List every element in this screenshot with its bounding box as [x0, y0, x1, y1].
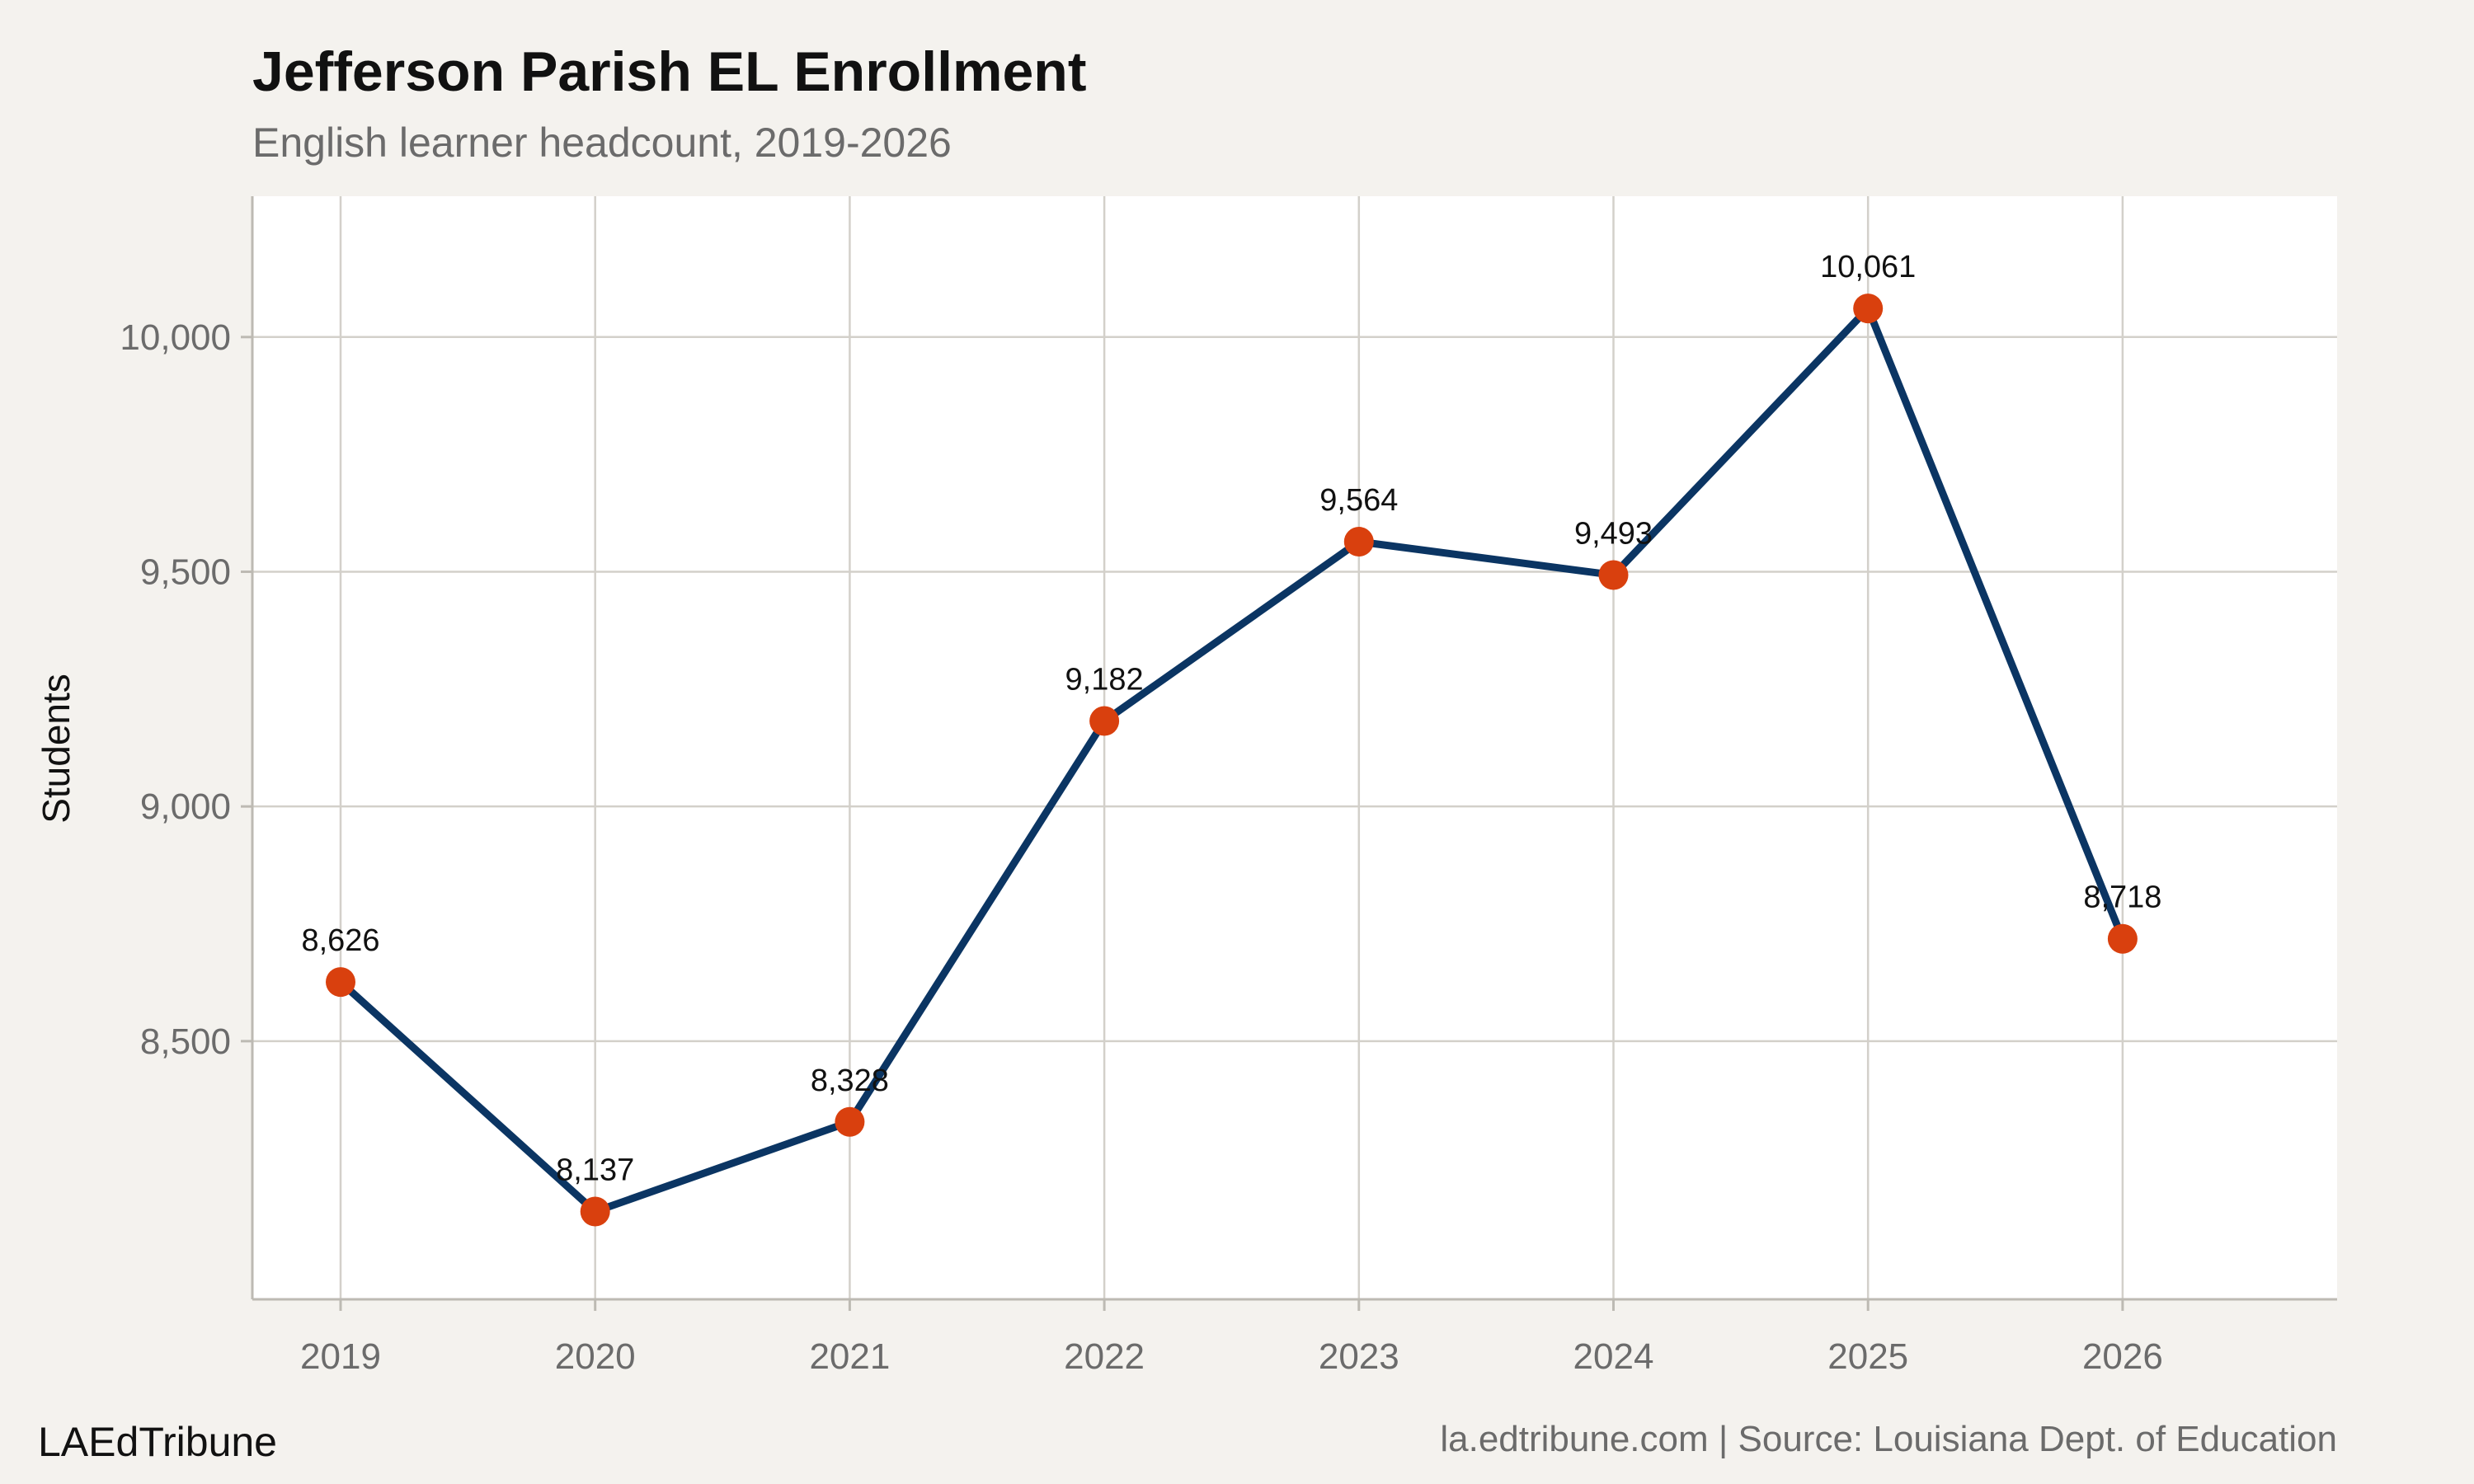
y-tick-labels: 8,500 9,000 9,500 10,000 — [120, 317, 231, 1062]
data-point-2023 — [1343, 527, 1374, 557]
data-point-2022 — [1089, 706, 1120, 736]
y-tick-label-8500: 8,500 — [140, 1021, 231, 1062]
x-tick-label-2020: 2020 — [555, 1336, 636, 1377]
source-credit: la.edtribune.com | Source: Louisiana Dep… — [1440, 1419, 2337, 1459]
data-label-2019: 8,626 — [301, 923, 379, 958]
data-label-2023: 9,564 — [1319, 483, 1398, 518]
data-label-2025: 10,061 — [1820, 250, 1916, 284]
brand-logo-text: LAEdTribune — [38, 1419, 277, 1465]
y-tick-label-10000: 10,000 — [120, 317, 231, 358]
data-point-2019 — [326, 967, 355, 998]
data-label-2026: 8,718 — [2083, 881, 2161, 915]
chart-subtitle: English learner headcount, 2019-2026 — [252, 120, 952, 166]
series-enrollment — [336, 304, 2127, 1216]
data-point-2025 — [1853, 294, 1884, 324]
data-point-2026 — [2107, 923, 2138, 954]
x-tick-label-2026: 2026 — [2082, 1336, 2163, 1377]
x-tick-label-2025: 2025 — [1827, 1336, 1908, 1377]
data-label-2021: 8,328 — [811, 1064, 889, 1098]
x-tick-labels: 2019 2020 2021 2022 2023 2024 2025 2026 — [300, 1336, 2163, 1377]
data-points — [326, 294, 2138, 1227]
y-axis-label: Students — [35, 674, 78, 824]
data-label-2024: 9,493 — [1574, 516, 1653, 551]
x-tick-label-2019: 2019 — [300, 1336, 381, 1377]
data-label-2022: 9,182 — [1065, 663, 1144, 697]
plot-area — [252, 196, 2337, 1299]
series-line — [336, 304, 2127, 1216]
x-tick-label-2023: 2023 — [1319, 1336, 1399, 1377]
x-tick-label-2021: 2021 — [809, 1336, 890, 1377]
chart-title: Jefferson Parish EL Enrollment — [252, 40, 1086, 103]
axes — [251, 196, 2337, 1301]
data-label-2020: 8,137 — [556, 1153, 634, 1188]
y-tick-label-9500: 9,500 — [140, 552, 231, 592]
y-tick-label-9000: 9,000 — [140, 787, 231, 827]
x-tick-label-2024: 2024 — [1573, 1336, 1654, 1377]
data-labels: 8,626 8,137 8,328 9,182 9,564 9,493 10,061 8,71… — [301, 250, 2161, 1187]
data-point-2021 — [835, 1106, 865, 1137]
data-point-2024 — [1598, 560, 1629, 590]
grid-lines — [241, 196, 2337, 1311]
x-tick-label-2022: 2022 — [1064, 1336, 1145, 1377]
data-point-2020 — [580, 1196, 610, 1227]
